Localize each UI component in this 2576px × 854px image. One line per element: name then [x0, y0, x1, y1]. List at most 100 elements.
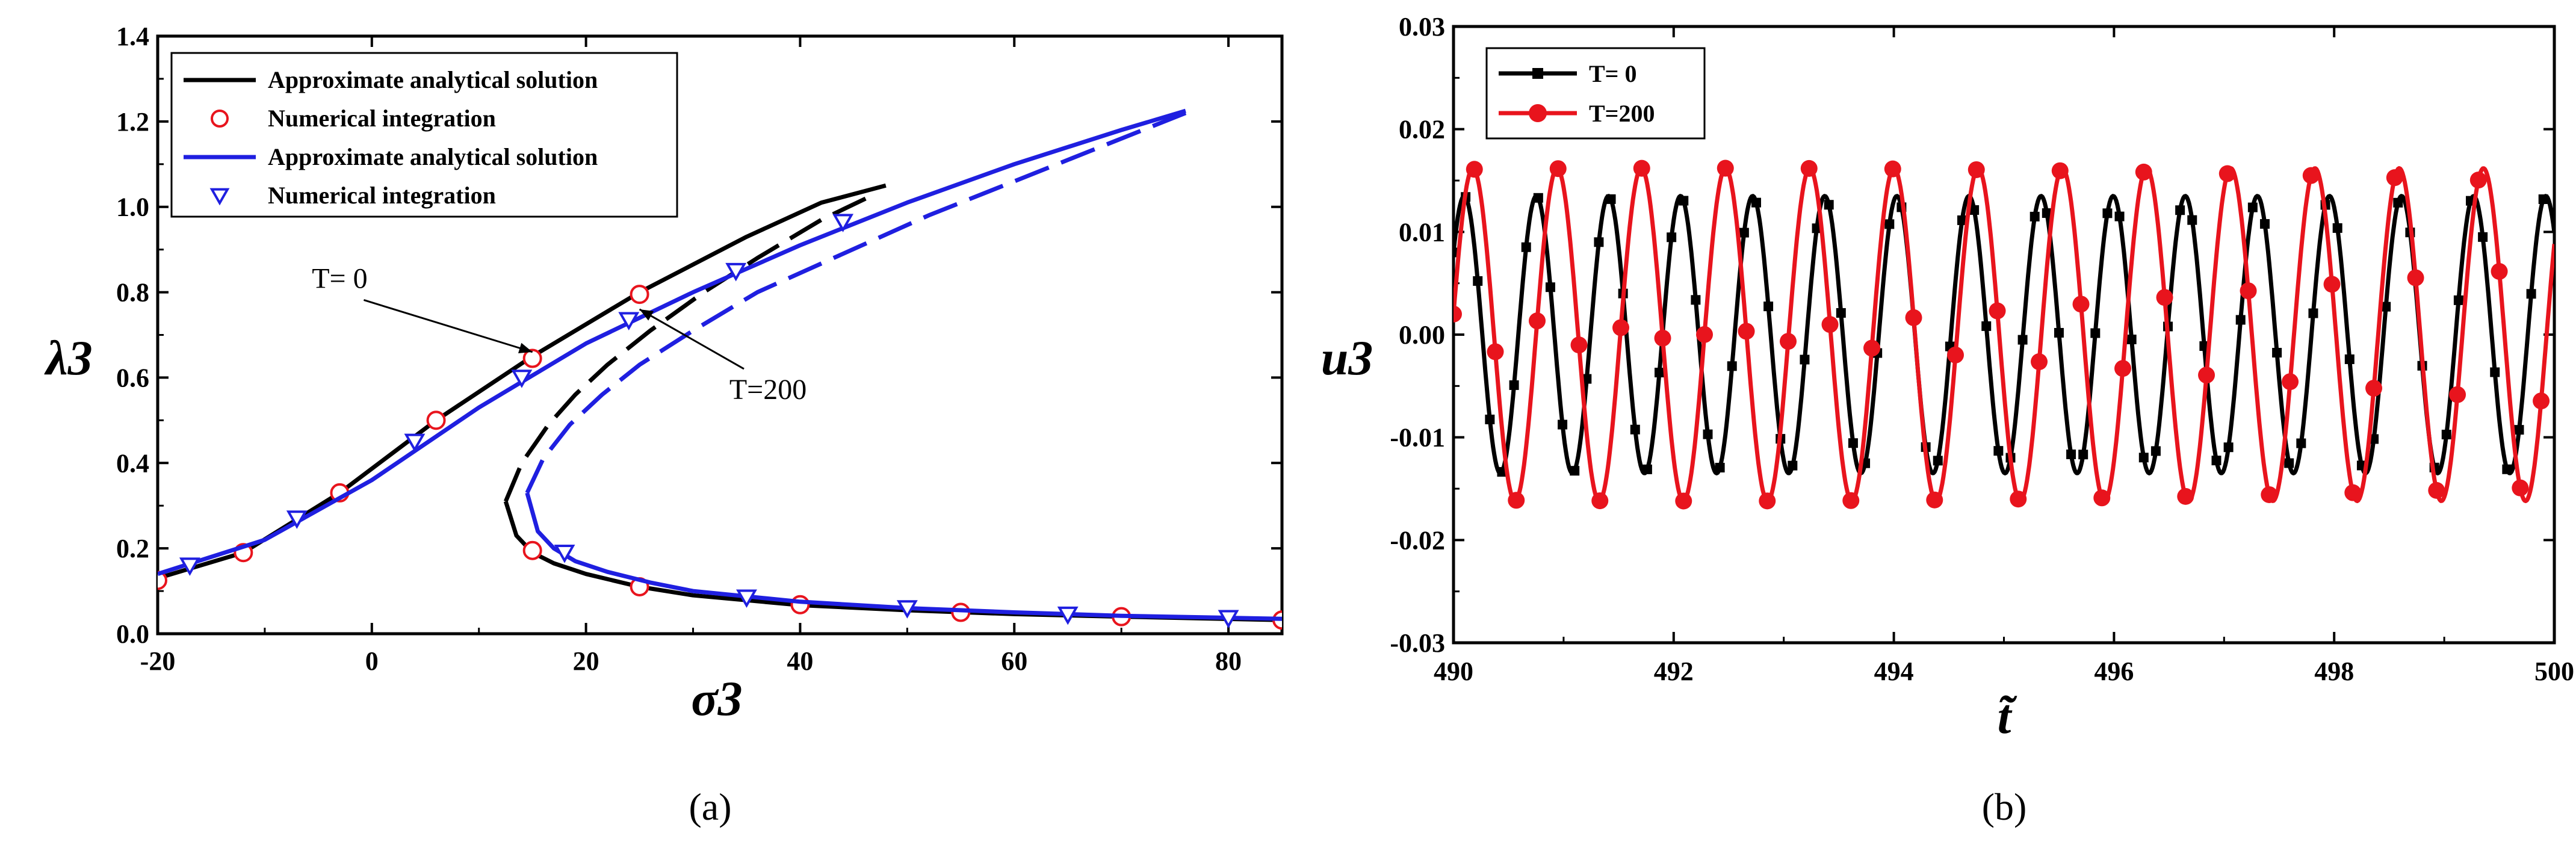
a-point-3-3 — [426, 410, 446, 430]
panel-a-ylabel: λ3 — [44, 330, 92, 385]
b-point-1-13 — [1717, 159, 1734, 177]
b-point-1-43 — [2344, 484, 2362, 501]
b-ytick-label: -0.03 — [1390, 628, 1445, 658]
b-point-1-10 — [1654, 329, 1671, 347]
b-xtick-label: 490 — [1434, 657, 1473, 686]
b-ytick-label: 0.01 — [1399, 217, 1445, 247]
a-legend-label-0: Approximate analytical solution — [268, 66, 598, 93]
b-ytick-label: -0.01 — [1390, 423, 1445, 453]
a-annotation-arrowhead-0 — [518, 342, 533, 353]
b-point-0-65 — [2235, 315, 2246, 325]
a-ytick-label: 0.0 — [116, 619, 149, 649]
a-point-3-8 — [790, 595, 810, 614]
panel-a-legend: Approximate analytical solution Numerical… — [170, 52, 678, 218]
b-point-0-26 — [1763, 302, 1774, 312]
a-point-7-9 — [896, 600, 918, 619]
b-legend-box — [1485, 47, 1706, 140]
b-point-0-58 — [2150, 446, 2161, 456]
b-point-0-49 — [2042, 208, 2052, 218]
b-point-0-43 — [1969, 205, 1980, 215]
b-point-0-82 — [2441, 430, 2451, 440]
a-point-7-10 — [1057, 606, 1079, 625]
b-point-0-9 — [1558, 419, 1568, 430]
b-point-0-67 — [2259, 219, 2270, 229]
b-point-0-12 — [1594, 237, 1604, 247]
panel-b-ylabel: u3 — [1321, 330, 1373, 385]
a-point-7-6 — [832, 214, 854, 232]
b-point-1-42 — [2323, 276, 2341, 293]
b-point-0-60 — [2175, 205, 2185, 215]
b-point-1-48 — [2449, 386, 2466, 403]
a-point-7-7 — [554, 545, 575, 563]
a-point-7-8 — [736, 589, 757, 608]
b-point-1-6 — [1570, 336, 1588, 354]
a-ytick-label: 1.0 — [116, 193, 149, 222]
b-xtick-label: 492 — [1654, 657, 1694, 686]
b-point-0-24 — [1739, 227, 1749, 238]
a-legend-label-2: Approximate analytical solution — [268, 143, 598, 170]
b-point-0-63 — [2211, 456, 2221, 466]
panel-b-axes: 490 492 494 496 498 500 -0.03 -0.02 -0.01 0.00 0.0… — [1390, 12, 2574, 686]
a-series-line-1 — [503, 192, 876, 503]
b-point-0-29 — [1800, 354, 1810, 365]
b-point-1-51 — [2512, 479, 2529, 497]
b-point-0-32 — [1836, 308, 1846, 318]
b-point-1-46 — [2407, 269, 2424, 286]
a-series-line-6 — [525, 492, 1282, 621]
b-xtick-label: 496 — [2094, 657, 2134, 686]
b-point-1-47 — [2428, 481, 2445, 499]
a-point-3-6 — [522, 540, 542, 560]
b-point-1-15 — [1759, 492, 1776, 510]
b-point-0-66 — [2247, 202, 2258, 212]
b-point-1-27 — [2010, 490, 2027, 508]
a-ytick-label: 0.8 — [116, 278, 149, 308]
a-annotation-text-0: T= 0 — [312, 262, 367, 294]
b-point-1-49 — [2469, 172, 2487, 189]
b-point-1-37 — [2218, 165, 2236, 182]
b-point-0-23 — [1727, 361, 1737, 371]
b-point-1-7 — [1591, 492, 1609, 510]
a-ytick-label: 0.2 — [116, 534, 149, 563]
b-point-1-26 — [1989, 302, 2006, 320]
b-legend-marker-0 — [1532, 68, 1543, 79]
a-xtick-label: 40 — [787, 646, 813, 676]
b-legend-marker-1 — [1529, 104, 1547, 122]
b-point-1-14 — [1738, 323, 1755, 340]
b-point-1-22 — [1905, 309, 1922, 326]
b-point-1-21 — [1884, 160, 1901, 178]
b-point-0-48 — [2030, 211, 2040, 221]
b-point-0-73 — [2332, 223, 2342, 233]
a-point-7-11 — [1218, 610, 1239, 629]
b-point-1-39 — [2261, 486, 2278, 503]
b-point-0-55 — [2114, 211, 2125, 221]
a-series-line-4 — [158, 108, 1186, 577]
b-point-0-51 — [2066, 449, 2076, 459]
b-point-1-32 — [2114, 360, 2132, 377]
panel-b: 490 492 494 496 498 500 -0.03 -0.02 -0.01 0.00 0.0… — [1321, 12, 2574, 828]
b-point-0-40 — [1933, 456, 1943, 466]
b-point-0-57 — [2138, 453, 2149, 463]
a-annotation-arrow-1 — [639, 308, 745, 370]
b-point-0-42 — [1957, 215, 1967, 225]
b-point-0-21 — [1703, 429, 1713, 439]
b-point-0-83 — [2453, 295, 2463, 305]
a-ytick-label: 0.4 — [116, 448, 149, 478]
b-point-0-85 — [2478, 232, 2488, 242]
b-point-1-35 — [2177, 487, 2194, 505]
panel-a-xlabel-symbol: σ3 — [691, 671, 742, 726]
b-xtick-label: 494 — [1874, 657, 1914, 686]
b-point-0-69 — [2284, 458, 2294, 468]
a-point-7-4 — [618, 312, 640, 331]
b-point-0-2 — [1473, 276, 1483, 286]
b-point-1-25 — [1968, 161, 1985, 178]
a-xtick-label: 20 — [573, 646, 599, 676]
b-point-0-8 — [1545, 282, 1555, 292]
panel-b-xlabel: t̃ — [1998, 689, 2018, 744]
panel-a: -20 0 20 40 60 80 0.0 0.2 0.4 0.6 0.8 1.0 1.2 1.4 T= … — [44, 22, 1284, 828]
b-point-0-47 — [2017, 335, 2028, 345]
b-point-1-20 — [1863, 339, 1881, 357]
b-point-0-87 — [2502, 464, 2512, 474]
b-point-1-28 — [2031, 353, 2048, 371]
